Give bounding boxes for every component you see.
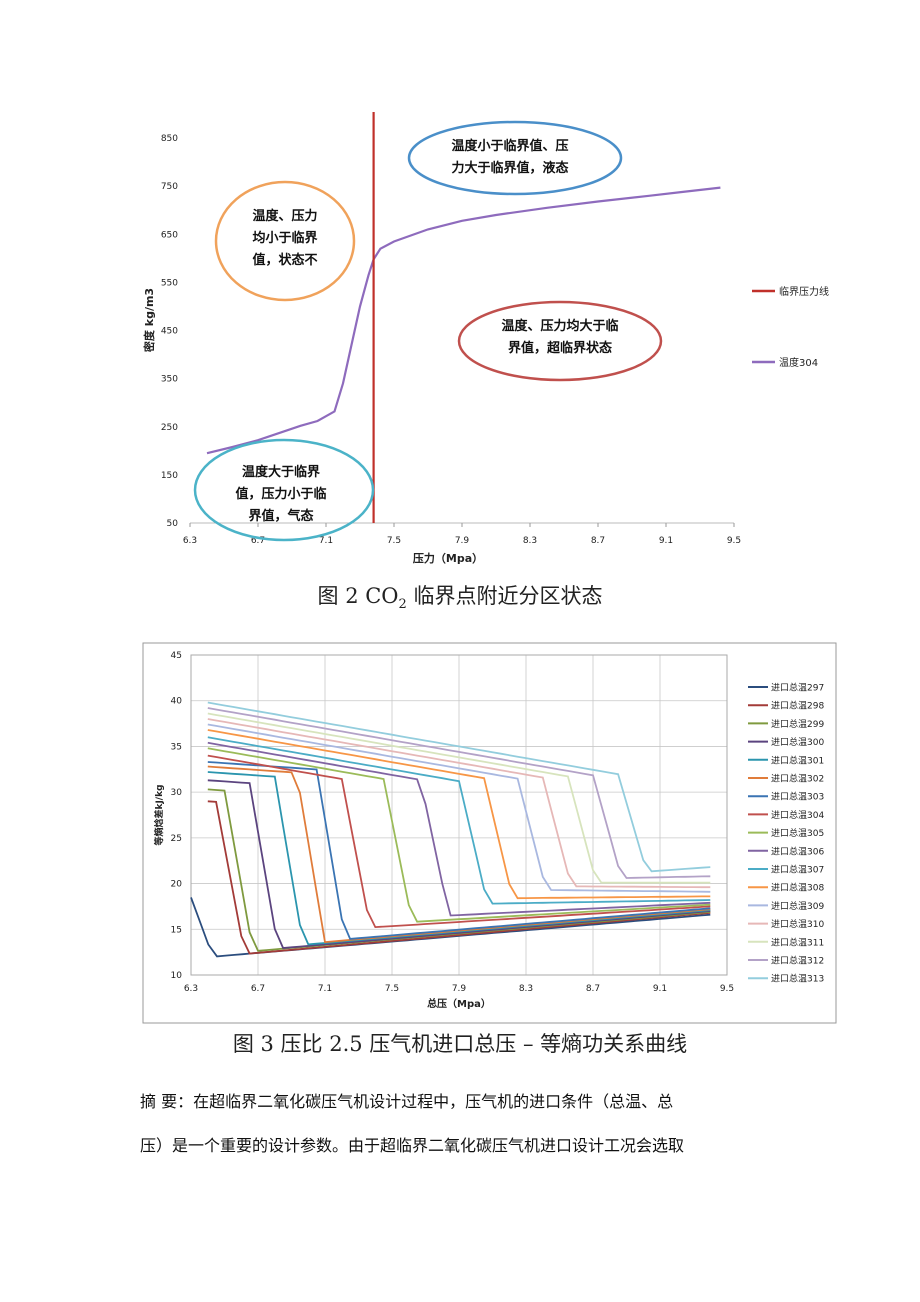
x-tick-label: 7.1 (318, 984, 332, 994)
y-tick-label: 250 (161, 423, 178, 433)
legend-label: 进口总温309 (771, 900, 824, 912)
series-line-进口总温312 (207, 707, 711, 879)
series-line-进口总温300 (207, 779, 711, 949)
x-tick-label: 7.9 (452, 984, 467, 994)
series-line-进口总温298 (207, 800, 711, 955)
x-tick-label: 9.1 (653, 984, 667, 994)
y-tick-label: 850 (161, 134, 178, 144)
series-line-温度304 (206, 186, 721, 455)
y-tick-label: 15 (171, 925, 182, 935)
x-tick-label: 6.7 (251, 984, 265, 994)
figure-2-caption: 图 2 CO2 临界点附近分区状态 (0, 580, 920, 612)
y-tick-label: 50 (167, 519, 179, 529)
legend-label: 进口总温298 (771, 700, 824, 712)
x-tick-label: 8.3 (519, 984, 533, 994)
series-line-进口总温306 (207, 741, 711, 917)
annotation-text: 界值，气态 (248, 508, 313, 524)
caption-2-prefix: 图 2 CO (317, 584, 399, 608)
legend-label: 进口总温297 (771, 682, 824, 694)
legend-label: 进口总温311 (771, 936, 824, 948)
series-line-进口总温309 (207, 723, 711, 893)
annotation-ellipse (193, 438, 375, 542)
annotation-text: 均小于临界 (252, 230, 317, 246)
caption-2-suffix: 临界点附近分区状态 (406, 584, 603, 608)
figure-3-caption: 图 3 压比 2.5 压气机进口总压 – 等熵功关系曲线 (232, 1032, 688, 1056)
annotation-text: 温度、压力 (252, 208, 317, 224)
y-tick-label: 150 (161, 471, 178, 481)
density-pressure-chart: 6.3 6.7 7.1 7.5 7.9 8.3 8.7 9.1 9.5 50 150 250 350 45… (142, 112, 829, 565)
x-tick-label: 7.1 (319, 536, 333, 546)
series-line-进口总温308 (207, 729, 711, 900)
annotation-text: 温度、压力均大于临 (501, 318, 618, 334)
legend-label: 进口总温312 (771, 955, 824, 967)
legend-label: 进口总温299 (771, 718, 824, 730)
legend-label: 进口总温307 (771, 864, 824, 876)
annotation-text: 温度大于临界 (242, 464, 320, 480)
series-line-进口总温305 (207, 747, 711, 923)
legend-label: 进口总温308 (771, 882, 824, 894)
x-tick-label: 6.3 (183, 536, 197, 546)
series-line-进口总温304 (207, 754, 711, 929)
y-tick-label: 10 (171, 971, 183, 981)
y-tick-label: 550 (161, 278, 178, 288)
x-tick-label: 9.5 (720, 984, 734, 994)
y-tick-label: 650 (161, 230, 178, 240)
y-tick-label: 20 (171, 880, 183, 890)
annotation-text: 值，状态不 (252, 252, 317, 268)
legend-label: 进口总温305 (771, 827, 824, 839)
legend-label-critical: 临界压力线 (779, 285, 829, 298)
y-axis-label: 密度 kg/m3 (142, 288, 156, 352)
series-line-进口总温303 (207, 761, 711, 940)
x-tick-label: 9.1 (659, 536, 673, 546)
annotation-ellipse (214, 180, 356, 302)
legend-label: 进口总温306 (771, 845, 824, 857)
x-tick-label: 6.7 (251, 536, 265, 546)
x-tick-label: 7.5 (385, 984, 399, 994)
legend-label: 进口总温300 (771, 736, 824, 748)
legend-label: 进口总温304 (771, 809, 824, 821)
legend-label: 进口总温302 (771, 773, 824, 785)
x-tick-label: 9.5 (727, 536, 741, 546)
caption-2-subscript: 2 (398, 597, 407, 613)
legend-label: 进口总温303 (771, 791, 824, 803)
x-tick-label: 7.5 (387, 536, 401, 546)
chart-frame (142, 642, 837, 1024)
y-tick-label: 450 (161, 327, 178, 337)
series-line-进口总温313 (207, 701, 711, 873)
x-tick-label: 7.9 (455, 536, 470, 546)
y-tick-label: 35 (171, 742, 182, 752)
y-axis-label: 等熵焓差kJ/kg (153, 784, 165, 846)
annotation-text: 界值，超临界状态 (508, 340, 612, 356)
y-tick-label: 30 (171, 788, 183, 798)
legend-label-temp304: 温度304 (779, 356, 818, 369)
y-tick-label: 40 (171, 697, 183, 707)
y-tick-label: 750 (161, 182, 178, 192)
legend-label: 进口总温313 (771, 973, 824, 985)
series-line-进口总温307 (207, 736, 711, 905)
plot-area (190, 654, 728, 976)
y-tick-label: 45 (171, 651, 182, 661)
y-tick-label: 25 (171, 834, 182, 844)
annotation-text: 值，压力小于临 (235, 486, 326, 502)
annotation-ellipse (457, 300, 663, 382)
annotation-ellipse (407, 120, 623, 196)
abstract-line-2: 压）是一个重要的设计参数。由于超临界二氧化碳压气机进口设计工况会选取 (140, 1136, 685, 1155)
annotation-text: 温度小于临界值、压 (451, 138, 568, 154)
annotation-text: 力大于临界值，液态 (451, 160, 568, 176)
legend-label: 进口总温301 (771, 754, 824, 766)
x-tick-label: 6.3 (184, 984, 198, 994)
abstract-line-1: 摘 要：在超临界二氧化碳压气机设计过程中，压气机的进口条件（总温、总 (140, 1092, 674, 1111)
x-tick-label: 8.7 (586, 984, 600, 994)
legend-label: 进口总温310 (771, 918, 824, 930)
x-tick-label: 8.7 (591, 536, 605, 546)
x-axis-label: 压力（Mpa） (413, 551, 483, 565)
y-tick-label: 350 (161, 375, 178, 385)
x-tick-label: 8.3 (523, 536, 537, 546)
series-line-进口总温311 (207, 712, 711, 884)
x-axis-label: 总压（Mpa） (427, 997, 491, 1010)
series-line-进口总温310 (207, 718, 711, 889)
